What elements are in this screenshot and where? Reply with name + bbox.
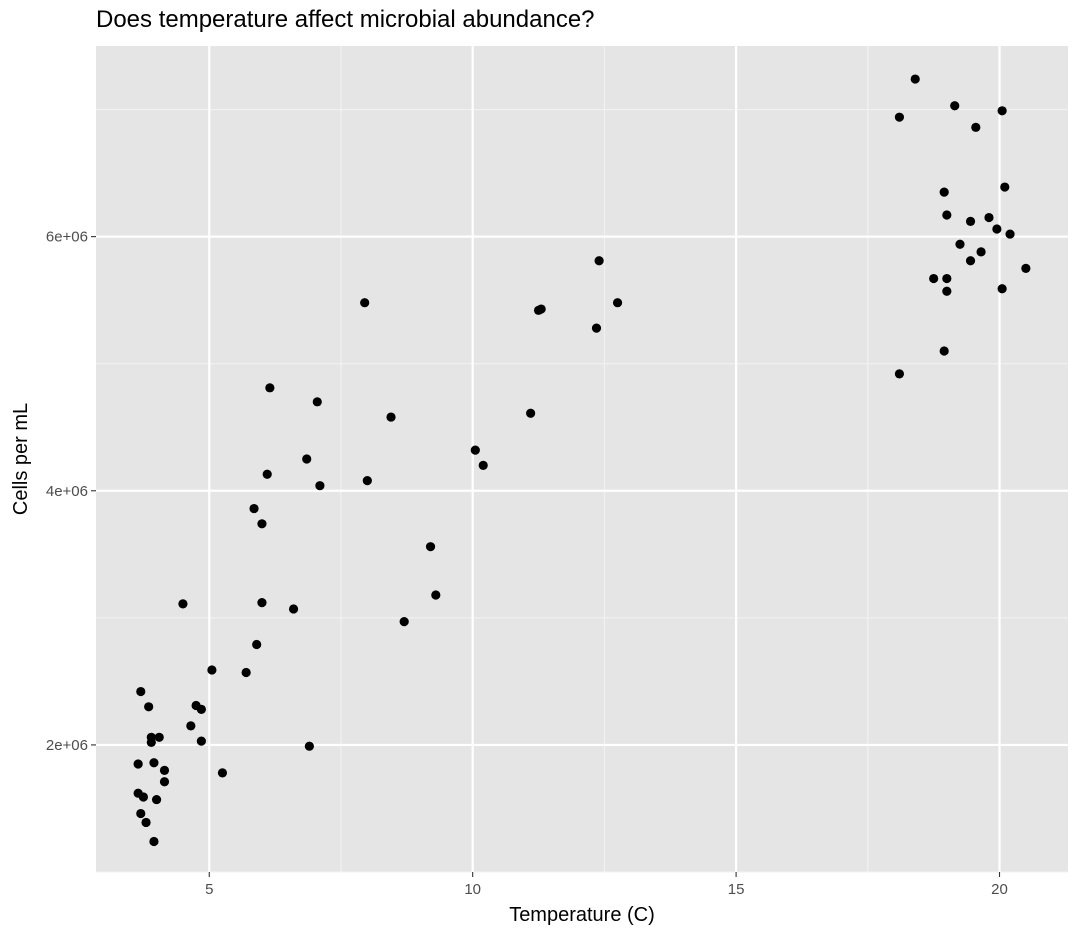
- data-point: [241, 667, 251, 678]
- data-point: [965, 216, 976, 226]
- data-point: [942, 273, 952, 284]
- data-point: [591, 323, 602, 333]
- data-point: [154, 732, 164, 742]
- data-point: [939, 346, 949, 356]
- data-point: [146, 732, 156, 742]
- x-tick-label: 10: [464, 881, 481, 898]
- data-point: [1005, 229, 1015, 239]
- data-point: [425, 542, 436, 552]
- data-point: [257, 519, 267, 529]
- data-point: [315, 481, 325, 491]
- data-point: [133, 759, 143, 769]
- x-tick-label: 20: [991, 881, 1008, 898]
- data-point: [149, 758, 159, 768]
- data-point: [159, 777, 170, 787]
- data-point: [196, 704, 206, 714]
- data-point: [997, 106, 1007, 116]
- data-point: [207, 665, 217, 675]
- data-point: [186, 721, 196, 731]
- data-point: [939, 187, 949, 197]
- data-point: [257, 597, 267, 608]
- y-tick-label: 2e+06: [46, 737, 88, 754]
- data-point: [894, 112, 905, 122]
- y-axis-title: Cells per mL: [10, 403, 32, 515]
- data-point: [992, 224, 1002, 234]
- data-point: [965, 256, 976, 266]
- data-point: [151, 794, 162, 805]
- data-point: [942, 286, 952, 296]
- data-point: [362, 476, 372, 486]
- x-tick-label: 5: [205, 881, 213, 898]
- data-point: [217, 768, 228, 778]
- data-point: [302, 454, 312, 464]
- data-point: [612, 298, 623, 308]
- plot-panel: [96, 46, 1068, 872]
- chart-title: Does temperature affect microbial abunda…: [96, 6, 595, 33]
- minor-gridlines: [96, 46, 1068, 873]
- data-point: [144, 702, 154, 712]
- y-axis: 2e+06 4e+06 6e+06: [46, 229, 96, 754]
- data-point: [252, 639, 262, 650]
- data-point: [149, 836, 159, 847]
- data-point: [1021, 263, 1031, 273]
- data-point: [997, 284, 1007, 294]
- data-point: [288, 604, 299, 614]
- data-point: [136, 808, 146, 819]
- y-tick-label: 4e+06: [46, 483, 88, 500]
- data-point: [304, 741, 314, 751]
- data-point: [360, 298, 370, 308]
- data-point: [141, 817, 151, 828]
- data-point: [942, 210, 952, 220]
- y-tick-label: 6e+06: [46, 229, 88, 246]
- data-point: [910, 74, 920, 84]
- data-point: [955, 239, 965, 249]
- data-point: [594, 256, 604, 266]
- data-point: [971, 122, 981, 132]
- x-axis-title: Temperature (C): [509, 904, 655, 926]
- data-point: [262, 469, 272, 479]
- x-tick-label: 15: [728, 881, 745, 898]
- data-point: [265, 383, 275, 393]
- data-point: [386, 412, 396, 422]
- data-point: [526, 408, 536, 418]
- data-point: [894, 369, 905, 379]
- data-point: [478, 460, 488, 470]
- data-point: [136, 686, 146, 697]
- data-point: [399, 617, 409, 627]
- data-point: [312, 397, 322, 407]
- data-point: [470, 445, 480, 455]
- data-point: [431, 590, 441, 600]
- data-point: [249, 503, 259, 514]
- data-point: [984, 212, 994, 223]
- data-point: [950, 101, 960, 111]
- data-point: [976, 247, 986, 257]
- x-axis: 5 10 15 20: [205, 872, 1008, 898]
- data-point: [1000, 182, 1010, 192]
- data-point: [138, 792, 149, 802]
- data-point: [178, 599, 188, 609]
- data-point: [196, 736, 206, 746]
- data-points: [133, 74, 1031, 847]
- major-gridlines: [96, 46, 1068, 872]
- data-point: [159, 765, 170, 775]
- data-point: [536, 304, 546, 314]
- data-point: [929, 273, 939, 284]
